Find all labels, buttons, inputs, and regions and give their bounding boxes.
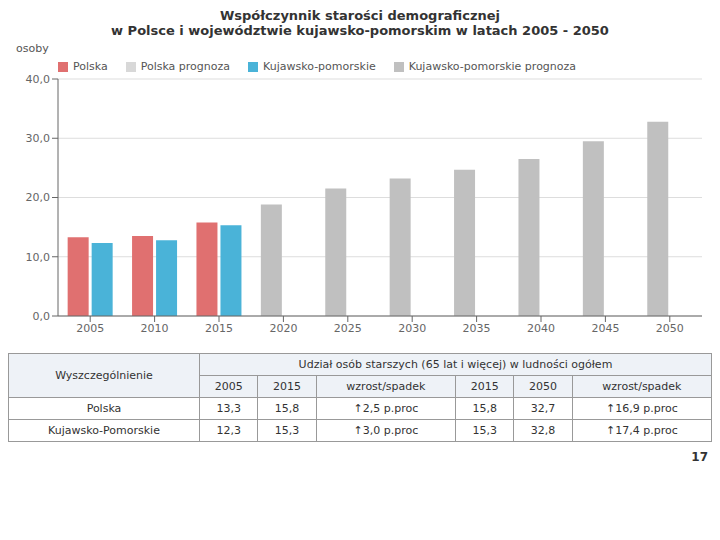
svg-text:2020: 2020: [269, 322, 297, 335]
html-text:15,8: 15,8: [274, 402, 300, 415]
html-text:Kujawsko-pomorskie: Kujawsko-pomorskie: [263, 60, 376, 73]
html-text:↑2,5 p.proc: ↑2,5 p.proc: [353, 402, 419, 415]
svg-text:30,0: 30,0: [26, 132, 51, 145]
svg-text:2050: 2050: [656, 322, 684, 335]
html-text:15,8: 15,8: [472, 402, 497, 415]
svg-text:0,0: 0,0: [33, 310, 51, 323]
html-text:Polska: Polska: [86, 402, 122, 415]
html-text:17: 17: [691, 450, 708, 464]
svg-text:20,0: 20,0: [26, 191, 51, 204]
html-text:wzrost/spadek: wzrost/spadek: [346, 380, 426, 393]
html-text:32,7: 32,7: [530, 402, 556, 415]
svg-text:2005: 2005: [76, 322, 104, 335]
svg-text:2010: 2010: [141, 322, 169, 335]
html-text:2015: 2015: [470, 380, 499, 393]
html-text:2015: 2015: [273, 380, 302, 393]
html-text:Kujawsko-pomorskie prognoza: Kujawsko-pomorskie prognoza: [408, 60, 577, 73]
html-text:13,3: 13,3: [216, 402, 241, 415]
svg-text:2035: 2035: [463, 322, 491, 335]
html-text:wzrost/spadek: wzrost/spadek: [602, 380, 682, 393]
html-text:Wyszczególnienie: Wyszczególnienie: [55, 369, 153, 382]
html-text:↑17,4 p.proc: ↑17,4 p.proc: [606, 424, 678, 437]
html-text:12,3: 12,3: [216, 424, 241, 437]
svg-text:2025: 2025: [334, 322, 362, 335]
html-text:osoby: osoby: [16, 42, 49, 55]
html-text:↑16,9 p.proc: ↑16,9 p.proc: [606, 402, 678, 415]
html-text:15,3: 15,3: [472, 424, 497, 437]
html-text:15,3: 15,3: [274, 424, 300, 437]
html-text:2005: 2005: [214, 380, 243, 393]
svg-text:2030: 2030: [398, 322, 426, 335]
svg-text:2045: 2045: [591, 322, 619, 335]
html-text:Współczynnik starości demograf: Współczynnik starości demograficznej: [220, 8, 500, 23]
svg-text:2015: 2015: [205, 322, 233, 335]
svg-text:2040: 2040: [527, 322, 555, 335]
svg-text:40,0: 40,0: [26, 73, 51, 86]
html-text:Kujawsko-Pomorskie: Kujawsko-Pomorskie: [48, 424, 160, 437]
html-text:2050: 2050: [529, 380, 558, 393]
html-text:Polska: Polska: [73, 60, 108, 73]
html-text:↑3,0 p.proc: ↑3,0 p.proc: [353, 424, 419, 437]
html-text:32,8: 32,8: [530, 424, 556, 437]
html-text:w Polsce i województwie kujaws: w Polsce i województwie kujawsko-pomorsk…: [111, 23, 609, 38]
svg-text:10,0: 10,0: [26, 251, 51, 264]
html-text:Polska prognoza: Polska prognoza: [140, 60, 231, 73]
html-text:Udział osób starszych (65 lat: Udział osób starszych (65 lat i więcej) …: [298, 358, 613, 371]
